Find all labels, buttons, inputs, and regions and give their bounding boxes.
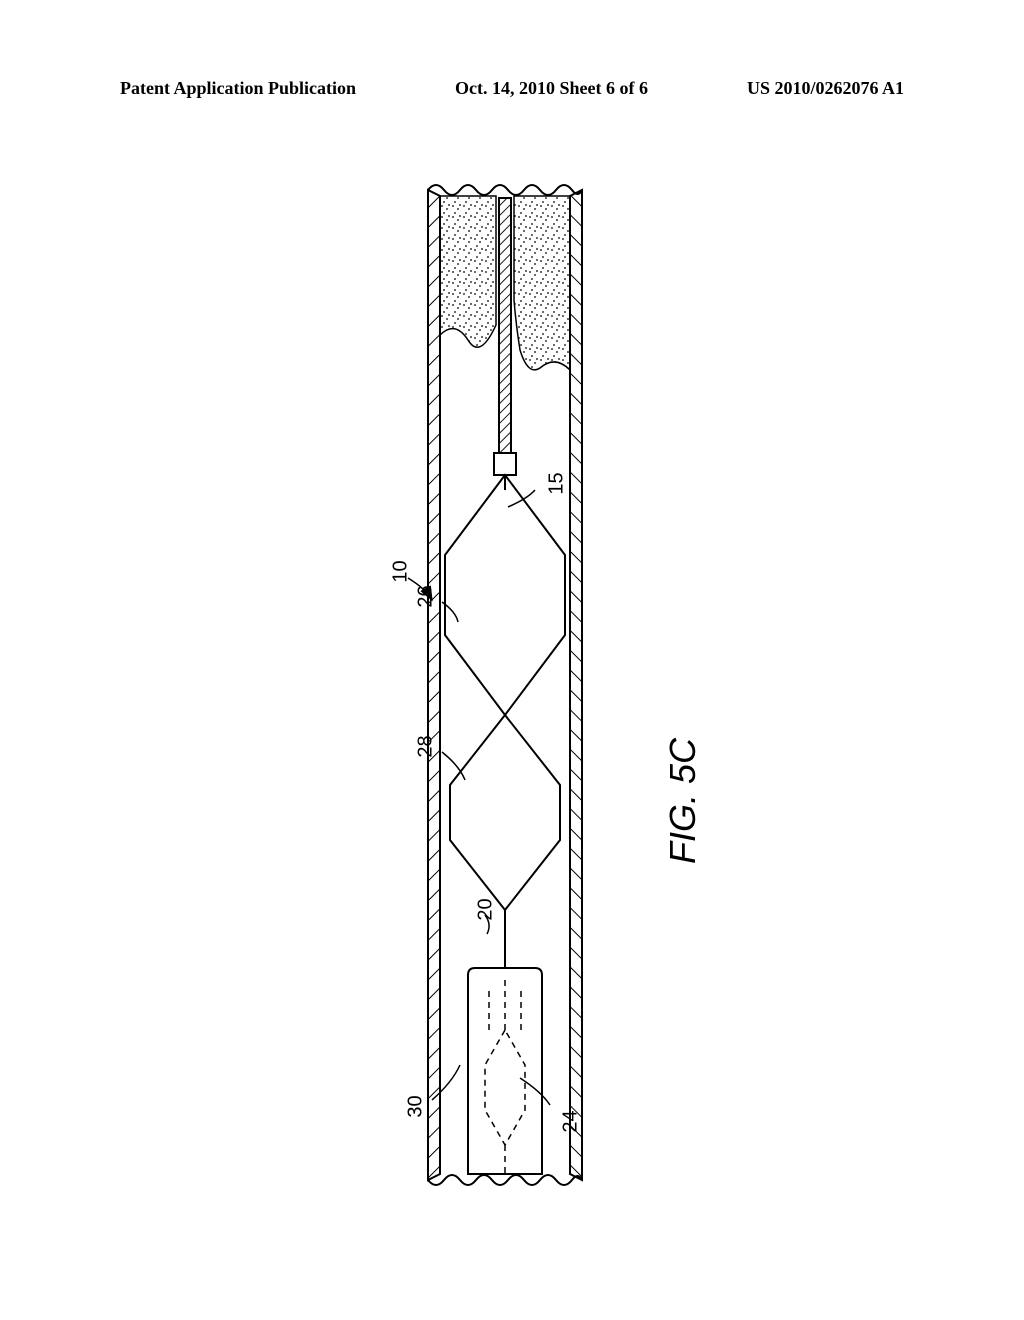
ref-15: 15 [546, 472, 569, 494]
figure-label: FIG. 5C [662, 738, 704, 864]
ref-10: 10 [390, 560, 413, 582]
figure-svg [0, 160, 1024, 1210]
header-center: Oct. 14, 2010 Sheet 6 of 6 [455, 78, 648, 99]
ref-26: 26 [415, 585, 438, 607]
header-left: Patent Application Publication [120, 78, 356, 99]
page-header: Patent Application Publication Oct. 14, … [0, 78, 1024, 99]
ref-30: 30 [405, 1095, 428, 1117]
ref-28: 28 [415, 735, 438, 757]
header-right: US 2010/0262076 A1 [747, 78, 904, 99]
ref-20: 20 [475, 898, 498, 920]
ref-24: 24 [560, 1110, 583, 1132]
patent-figure: FIG. 5C 10 15 20 24 26 28 30 [0, 160, 1024, 1210]
